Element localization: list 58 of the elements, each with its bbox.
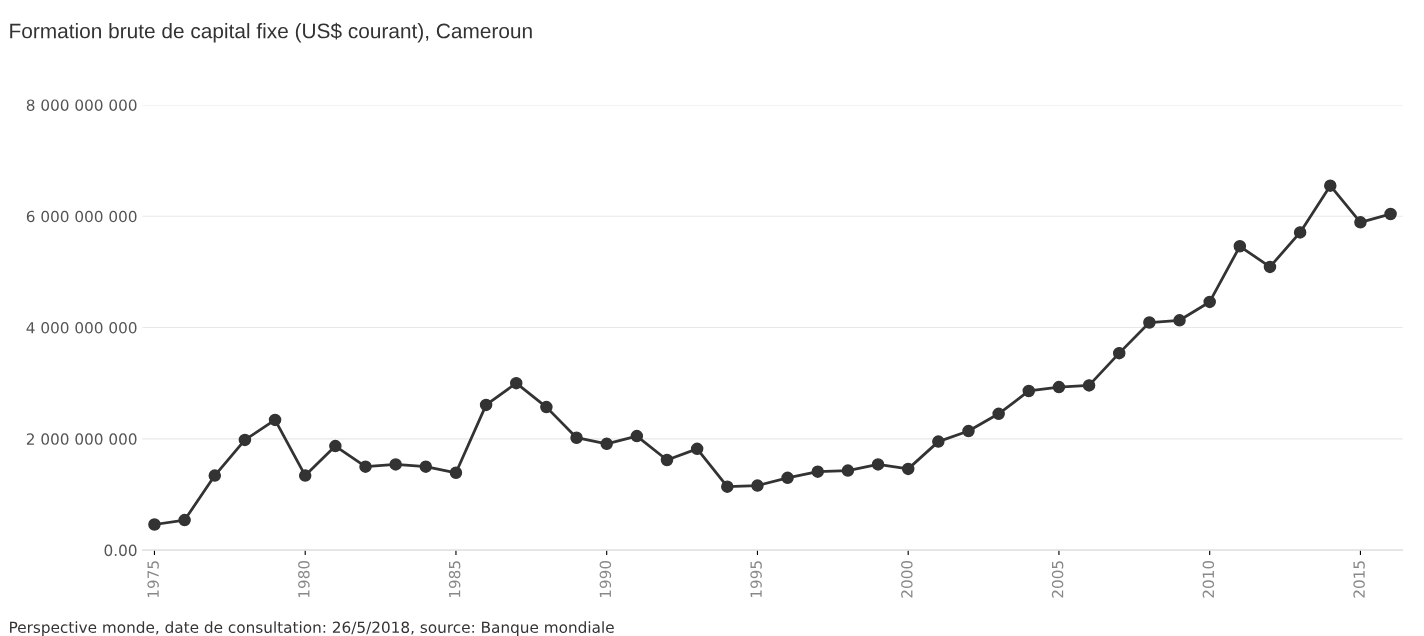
point: [329, 439, 342, 453]
point: [510, 376, 523, 390]
point: [1173, 314, 1186, 327]
y-tick-label: 4 000 000 000: [26, 322, 137, 334]
point: [1263, 260, 1277, 274]
x-tick-label: 1995: [750, 561, 762, 598]
point: [721, 480, 734, 493]
point: [1233, 240, 1247, 253]
point: [1324, 179, 1337, 192]
x-tick-label: 1990: [599, 560, 612, 598]
point: [600, 437, 613, 451]
point: [479, 398, 493, 412]
point: [1203, 295, 1216, 309]
y-tick-label: 6 000 000 000: [26, 210, 137, 223]
point: [419, 460, 433, 473]
point: [1022, 384, 1036, 398]
point: [660, 453, 674, 467]
point: [298, 469, 312, 482]
point: [751, 479, 764, 492]
point: [449, 466, 463, 480]
point: [992, 407, 1005, 421]
point: [238, 433, 252, 447]
point: [178, 513, 191, 527]
point: [1354, 216, 1367, 229]
point: [1143, 316, 1156, 329]
point: [932, 435, 945, 448]
point: [1112, 346, 1126, 360]
point: [1082, 379, 1096, 392]
point: [208, 469, 222, 482]
point: [690, 442, 704, 456]
point: [901, 462, 915, 476]
x-tick-label: 1975: [147, 561, 159, 598]
point: [630, 429, 644, 443]
point: [1293, 226, 1307, 239]
point: [811, 465, 824, 478]
point: [359, 460, 372, 473]
point: [540, 400, 553, 414]
y-tick-label: 0.00: [104, 544, 137, 557]
point: [570, 431, 583, 444]
y-tick-label: 8 000 000 000: [26, 99, 137, 111]
y-tick-label: 2 000 000 000: [26, 433, 137, 445]
point: [148, 518, 161, 531]
chart-title: Formation brute de capital fixe (US$ courant), Cameroun: [10, 22, 532, 43]
x-tick-label: 2005: [1051, 561, 1064, 598]
x-tick-label: 1980: [298, 560, 310, 598]
x-tick-label: 1985: [448, 561, 461, 598]
point: [781, 471, 794, 485]
text: Perspective monde, date de consultation: 26/5/2018, source: Banque mondiale: [10, 621, 614, 636]
point: [389, 458, 402, 471]
point: [1052, 380, 1066, 394]
x-tick-label: 2000: [901, 560, 913, 598]
point: [1384, 207, 1397, 221]
point: [871, 458, 885, 471]
x-tick-label: 2010: [1202, 560, 1215, 598]
point: [841, 464, 855, 477]
x-tick-label: 2015: [1353, 561, 1365, 598]
point: [962, 424, 975, 438]
point: [268, 413, 282, 427]
